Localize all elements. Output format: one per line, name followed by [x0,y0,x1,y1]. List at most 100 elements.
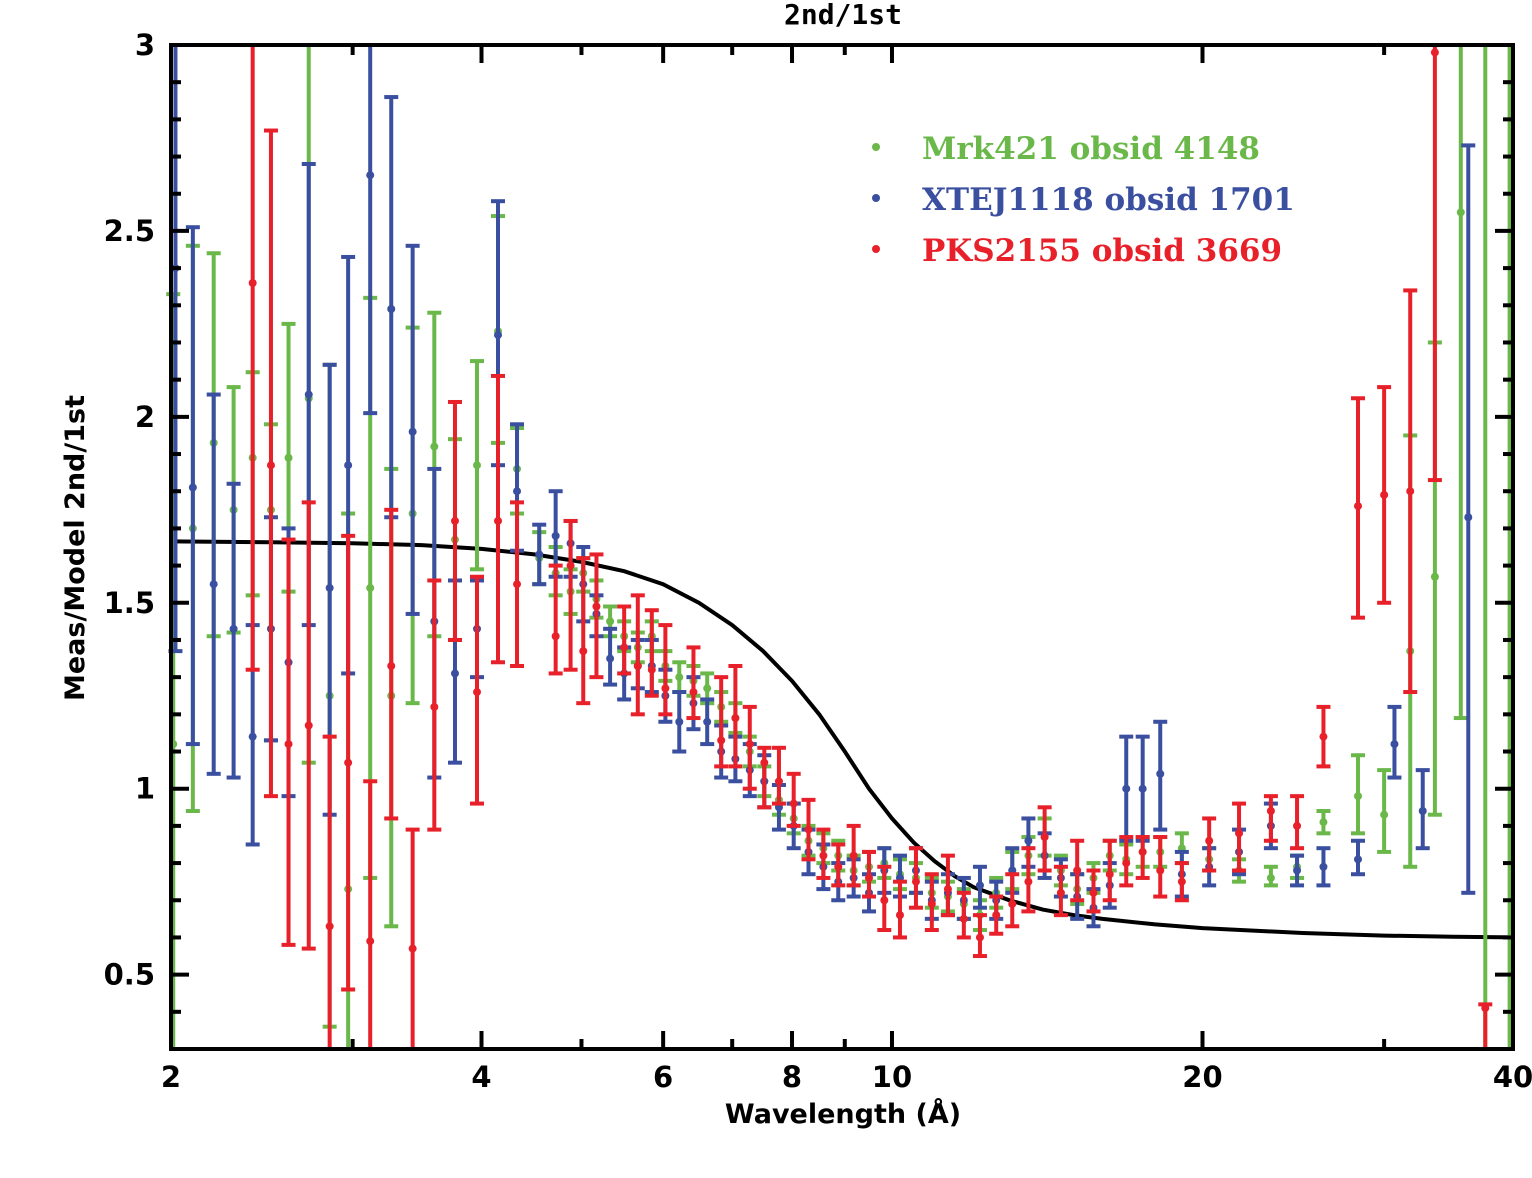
data-point [304,390,313,399]
data-point [579,647,588,656]
data-point [689,688,698,697]
legend-label: Mrk421 obsid 4148 [922,131,1260,167]
legend-marker [872,143,880,151]
data-point [1122,784,1131,793]
data-point [1293,821,1302,830]
data-point [535,550,544,559]
data-point [344,461,353,470]
data-point [1024,877,1033,886]
data-point [387,661,396,670]
data-point [633,661,642,670]
y-tick-label: 0.5 [104,958,155,992]
data-point [1138,847,1147,856]
data-point [284,453,293,462]
x-tick-label: 10 [872,1060,912,1094]
data-layer [166,45,1512,1049]
data-point [1266,807,1275,816]
series-2 [245,45,1493,1049]
data-point [1089,888,1098,897]
legend: Mrk421 obsid 4148 XTEJ1118 obsid 1701 PKS2… [872,131,1295,269]
data-point [1138,784,1147,793]
data-point [344,758,353,767]
data-point [304,721,313,730]
data-point [703,717,712,726]
y-tick-label: 3 [135,28,155,62]
data-point [1380,810,1389,819]
data-point [1105,870,1114,879]
data-point [592,602,601,611]
data-point [513,487,522,496]
data-point [209,580,218,589]
data-point [1319,732,1328,741]
data-point [1266,873,1275,882]
data-point [248,278,257,287]
data-point [675,673,684,682]
data-point [1430,572,1439,581]
x-tick-label: 20 [1182,1060,1222,1094]
data-point [551,632,560,641]
data-point [1319,818,1328,827]
x-tick-label: 40 [1493,1060,1532,1094]
data-point [1353,855,1362,864]
legend-marker [872,194,880,202]
data-point [450,669,459,678]
legend-label: PKS2155 obsid 3669 [922,233,1282,269]
data-point [1456,208,1465,217]
data-point [1235,829,1244,838]
data-point [992,911,1001,920]
data-point [703,684,712,693]
data-point [1353,792,1362,801]
data-point [266,461,275,470]
data-point [229,624,238,633]
data-point [1464,513,1473,522]
data-point [819,851,828,860]
y-tick-label: 2 [135,400,155,434]
y-tick-label: 1 [135,772,155,806]
data-point [1353,502,1362,511]
data-point [1156,866,1165,875]
data-point [927,899,936,908]
data-point [408,944,417,953]
data-point [1156,769,1165,778]
data-point [880,896,889,905]
data-point [620,643,629,652]
data-point [450,516,459,525]
data-point [1380,490,1389,499]
data-point [760,758,769,767]
data-point [804,825,813,834]
x-tick-label: 8 [782,1060,802,1094]
data-point [1056,888,1065,897]
data-point [1024,836,1033,845]
data-point [513,580,522,589]
data-point [1122,859,1131,868]
data-point [745,740,754,749]
data-point [1205,836,1214,845]
data-point [473,461,482,470]
data-point [1319,862,1328,871]
y-axis-label: Meas/Model 2nd/1st [60,395,91,701]
model-curve [170,539,1514,940]
data-point [284,740,293,749]
data-point [911,877,920,886]
data-point [1481,1004,1490,1013]
data-point [959,914,968,923]
series-1 [168,45,1476,929]
data-point [606,617,615,626]
data-point [606,654,615,663]
data-point [789,799,798,808]
x-tick-label: 6 [653,1060,673,1094]
legend-label: XTEJ1118 obsid 1701 [922,182,1295,218]
data-point [774,777,783,786]
data-point [551,531,560,540]
data-point [717,736,726,745]
data-point [366,583,375,592]
data-point [661,684,670,693]
data-point [566,561,575,570]
data-point [675,717,684,726]
data-point [494,331,503,340]
x-tick-label: 2 [161,1060,181,1094]
data-point [1293,866,1302,875]
data-point [366,171,375,180]
data-point [387,305,396,314]
